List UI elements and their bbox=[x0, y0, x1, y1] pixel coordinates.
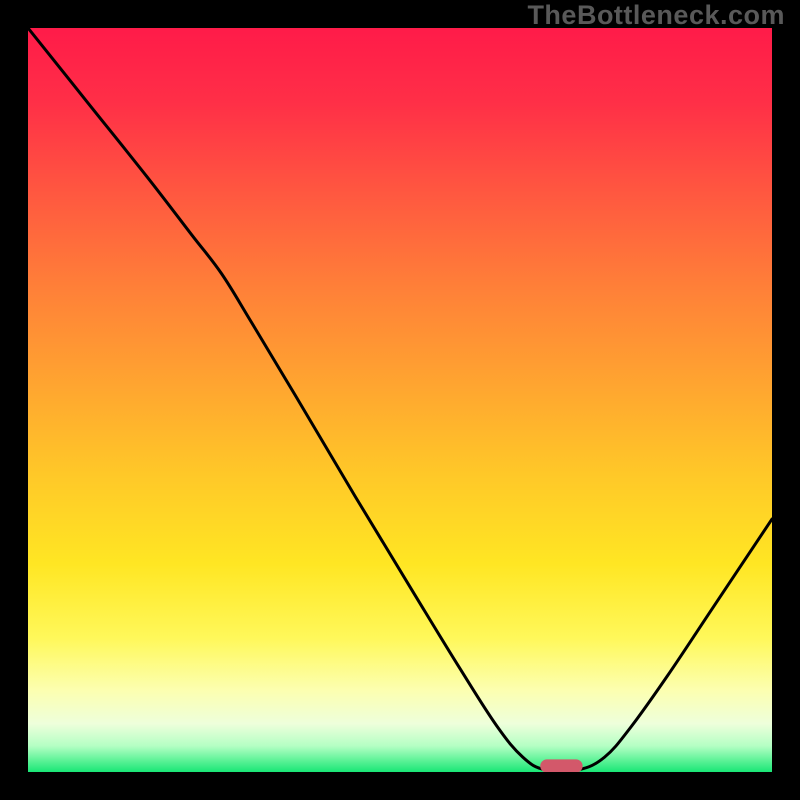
bottleneck-curve-chart bbox=[28, 28, 772, 772]
optimum-marker bbox=[540, 759, 582, 772]
watermark-text: TheBottleneck.com bbox=[527, 0, 785, 31]
chart-frame bbox=[28, 28, 772, 772]
gradient-background bbox=[28, 28, 772, 772]
